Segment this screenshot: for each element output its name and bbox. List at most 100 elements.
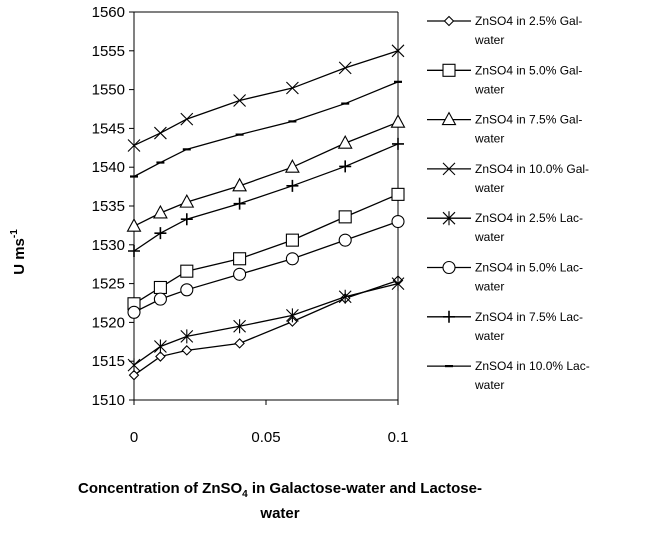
legend-label: ZnSO4 in 10.0% Lac- [475, 359, 590, 373]
data-point [286, 179, 299, 192]
data-point [286, 308, 299, 323]
legend-entry: ZnSO4 in 5.0% Lac-water [427, 261, 583, 294]
series-2 [127, 187, 405, 311]
x-axis-ticks: 0 0.05 0.1 [130, 400, 409, 446]
data-point [180, 264, 194, 278]
legend-entry: ZnSO4 in 5.0% Gal-water [427, 63, 582, 96]
data-point [392, 137, 404, 150]
legend-label: water [474, 230, 504, 244]
data-point [284, 159, 300, 173]
data-point [155, 351, 166, 362]
data-point [180, 112, 194, 126]
data-point [232, 177, 248, 192]
data-point [339, 160, 352, 173]
series-1 [128, 275, 404, 381]
data-point [154, 227, 167, 240]
series-line [133, 81, 399, 178]
data-point [338, 233, 352, 247]
data-point [127, 305, 141, 319]
data-point [234, 338, 245, 349]
x-axis-label: Concentration of ZnSO4 in Galactose-wate… [78, 480, 482, 522]
legend-entry: ZnSO4 in 10.0% Lac-water [427, 359, 590, 392]
series-8 [130, 80, 402, 178]
data-point [442, 63, 456, 77]
data-point [391, 276, 405, 291]
y-tick-label: 1515 [92, 353, 125, 370]
legend-entry: ZnSO4 in 7.5% Gal-water [427, 111, 582, 146]
legend-entry: ZnSO4 in 7.5% Lac-water [427, 310, 583, 343]
series-line [133, 193, 399, 305]
legend-label: ZnSO4 in 2.5% Lac- [475, 211, 583, 225]
series-line [133, 220, 399, 313]
data-point [233, 267, 247, 281]
x-tick-label: 0.05 [251, 429, 280, 446]
legend-label: ZnSO4 in 2.5% Gal- [475, 14, 582, 28]
series-5 [127, 276, 405, 373]
data-point [285, 252, 299, 266]
data-point [127, 139, 141, 152]
data-point [443, 15, 455, 27]
data-point [233, 94, 246, 107]
legend-entry: ZnSO4 in 2.5% Gal-water [427, 14, 582, 47]
data-point [337, 134, 353, 149]
data-point [153, 292, 167, 306]
series-6 [127, 214, 405, 319]
data-point [390, 114, 406, 128]
legend-label: water [474, 181, 504, 195]
legend-entry: ZnSO4 in 10.0% Gal-water [427, 162, 589, 195]
y-axis-ticks: 1510 1515 1520 1525 1530 1535 1540 1545 1550 1555… [92, 4, 134, 409]
data-point [391, 44, 405, 58]
data-point [180, 283, 194, 297]
data-point [154, 339, 167, 354]
y-tick-label: 1555 [92, 43, 125, 60]
legend-label: water [474, 378, 504, 392]
y-tick-label: 1550 [92, 82, 125, 99]
data-point [233, 197, 246, 210]
data-point [442, 260, 456, 275]
legend-label: ZnSO4 in 7.5% Gal- [475, 113, 582, 127]
data-point [179, 193, 195, 208]
legend-label: water [474, 33, 504, 47]
y-tick-label: 1535 [92, 198, 125, 215]
y-axis-label: U ms-1 [9, 229, 28, 275]
series-layer [126, 44, 406, 381]
data-point [286, 81, 299, 95]
legend-label: water [474, 329, 504, 343]
data-point [128, 245, 140, 258]
data-point [181, 345, 193, 356]
data-point [442, 211, 456, 226]
y-tick-label: 1530 [92, 237, 125, 254]
data-point [233, 252, 247, 266]
legend-label: ZnSO4 in 10.0% Gal- [475, 162, 589, 176]
series-7 [128, 137, 404, 258]
data-point [391, 187, 405, 201]
legend-label: ZnSO4 in 7.5% Lac- [475, 310, 583, 324]
data-point [338, 289, 352, 304]
y-tick-label: 1545 [92, 120, 125, 137]
data-point [441, 111, 457, 126]
y-tick-label: 1540 [92, 159, 125, 176]
legend-label: ZnSO4 in 5.0% Lac- [475, 261, 583, 275]
y-tick-label: 1520 [92, 314, 125, 331]
data-point [443, 310, 455, 323]
data-point [233, 319, 246, 334]
legend-label: water [474, 280, 504, 294]
data-point [128, 369, 140, 381]
data-point [153, 280, 167, 295]
data-point [180, 213, 193, 226]
data-point [154, 126, 167, 140]
x-tick-label: 0 [130, 429, 138, 446]
series-3 [126, 114, 406, 232]
data-point [152, 204, 168, 219]
legend-label: water [474, 132, 504, 146]
data-point [442, 162, 456, 176]
legend-label: ZnSO4 in 5.0% Gal- [475, 63, 582, 77]
data-point [338, 61, 352, 75]
x-tick-label: 0.1 [388, 429, 409, 446]
legend-entry: ZnSO4 in 2.5% Lac-water [427, 211, 583, 244]
legend-label: water [474, 82, 504, 96]
data-point [126, 218, 142, 232]
data-point [127, 358, 141, 373]
